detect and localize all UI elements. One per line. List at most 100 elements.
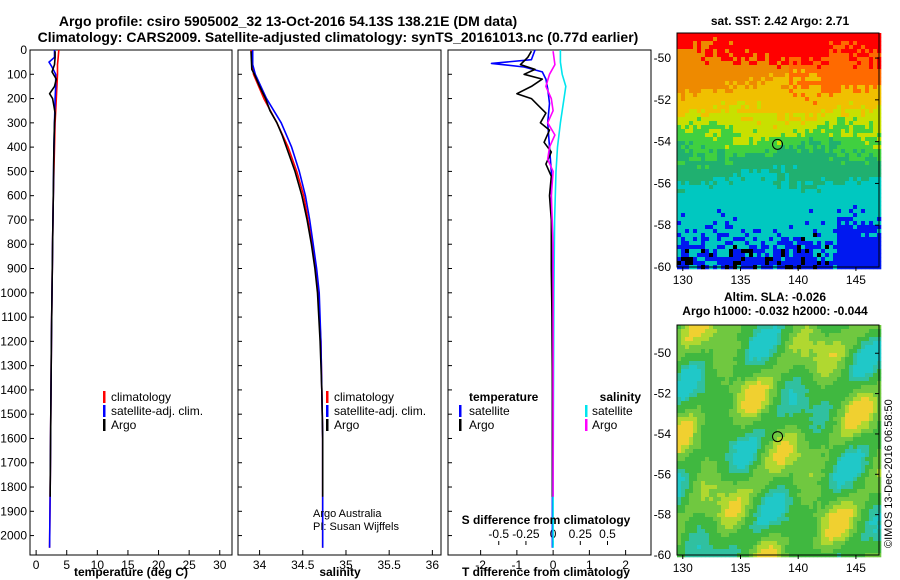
heatmap-cell — [745, 333, 750, 338]
heatmap-cell — [689, 233, 694, 238]
heatmap-cell — [753, 45, 758, 50]
heatmap-cell — [765, 145, 770, 150]
heatmap-cell — [861, 401, 866, 406]
x-tick-label: 5 — [63, 558, 70, 572]
heatmap-cell — [797, 49, 802, 54]
heatmap-cell — [837, 185, 842, 190]
heatmap-cell — [789, 433, 794, 438]
heatmap-cell — [805, 253, 810, 258]
heatmap-cell — [853, 77, 858, 82]
heatmap-cell — [833, 101, 838, 106]
heatmap-cell — [685, 241, 690, 246]
heatmap-cell — [837, 437, 842, 442]
heatmap-cell — [861, 65, 866, 70]
heatmap-cell — [685, 373, 690, 378]
heatmap-cell — [777, 109, 782, 114]
heatmap-cell — [677, 325, 682, 330]
heatmap-cell — [745, 361, 750, 366]
heatmap-cell — [781, 345, 786, 350]
heatmap-cell — [769, 181, 774, 186]
heatmap-cell — [685, 409, 690, 414]
heatmap-cell — [745, 233, 750, 238]
heatmap-cell — [797, 377, 802, 382]
heatmap-cell — [833, 157, 838, 162]
heatmap-cell — [825, 461, 830, 466]
heatmap-cell — [853, 189, 858, 194]
heatmap-cell — [705, 237, 710, 242]
heatmap-cell — [789, 145, 794, 150]
heatmap-cell — [701, 337, 706, 342]
heatmap-cell — [709, 413, 714, 418]
heatmap-cell — [785, 229, 790, 234]
heatmap-cell — [701, 109, 706, 114]
heatmap-cell — [841, 69, 846, 74]
heatmap-cell — [825, 225, 830, 230]
heatmap-cell — [769, 333, 774, 338]
heatmap-cell — [777, 345, 782, 350]
heatmap-cell — [801, 145, 806, 150]
heatmap-cell — [817, 137, 822, 142]
heatmap-cell — [809, 425, 814, 430]
heatmap-cell — [817, 121, 822, 126]
heatmap-cell — [689, 201, 694, 206]
heatmap-cell — [869, 53, 874, 58]
heatmap-cell — [769, 37, 774, 42]
heatmap-cell — [837, 217, 842, 222]
heatmap-cell — [825, 237, 830, 242]
heatmap-cell — [677, 333, 682, 338]
heatmap-cell — [805, 65, 810, 70]
heatmap-cell — [749, 401, 754, 406]
heatmap-cell — [785, 405, 790, 410]
heatmap-cell — [829, 109, 834, 114]
heatmap-cell — [801, 365, 806, 370]
heatmap-cell — [749, 325, 754, 330]
heatmap-cell — [741, 213, 746, 218]
heatmap-cell — [861, 113, 866, 118]
heatmap-cell — [801, 69, 806, 74]
heatmap-cell — [833, 401, 838, 406]
heatmap-cell — [733, 137, 738, 142]
heatmap-cell — [849, 365, 854, 370]
heatmap-cell — [789, 329, 794, 334]
heatmap-cell — [701, 445, 706, 450]
heatmap-cell — [813, 37, 818, 42]
heatmap-cell — [793, 397, 798, 402]
heatmap-cell — [777, 149, 782, 154]
heatmap-cell — [685, 37, 690, 42]
heatmap-cell — [709, 377, 714, 382]
heatmap-cell — [681, 417, 686, 422]
heatmap-cell — [821, 37, 826, 42]
heatmap-cell — [793, 109, 798, 114]
heatmap-cell — [713, 189, 718, 194]
heatmap-cell — [745, 69, 750, 74]
heatmap-cell — [741, 397, 746, 402]
heatmap-cell — [693, 357, 698, 362]
heatmap-cell — [677, 53, 682, 58]
heatmap-cell — [757, 341, 762, 346]
heatmap-cell — [805, 37, 810, 42]
heatmap-cell — [813, 197, 818, 202]
heatmap-cell — [789, 125, 794, 130]
heatmap-cell — [761, 153, 766, 158]
heatmap-cell — [801, 197, 806, 202]
heatmap-cell — [833, 73, 838, 78]
heatmap-cell — [697, 325, 702, 330]
heatmap-cell — [853, 37, 858, 42]
heatmap-cell — [817, 437, 822, 442]
heatmap-cell — [845, 41, 850, 46]
heatmap-cell — [765, 381, 770, 386]
heatmap-cell — [705, 173, 710, 178]
heatmap-cell — [809, 153, 814, 158]
heatmap-cell — [685, 33, 690, 38]
heatmap-cell — [821, 325, 826, 330]
heatmap-cell — [681, 33, 686, 38]
heatmap-cell — [701, 117, 706, 122]
heatmap-cell — [697, 69, 702, 74]
heatmap-cell — [769, 425, 774, 430]
heatmap-cell — [705, 81, 710, 86]
heatmap-cell — [725, 165, 730, 170]
heatmap-cell — [749, 441, 754, 446]
heatmap-cell — [685, 93, 690, 98]
heatmap-cell — [849, 193, 854, 198]
heatmap-cell — [781, 405, 786, 410]
